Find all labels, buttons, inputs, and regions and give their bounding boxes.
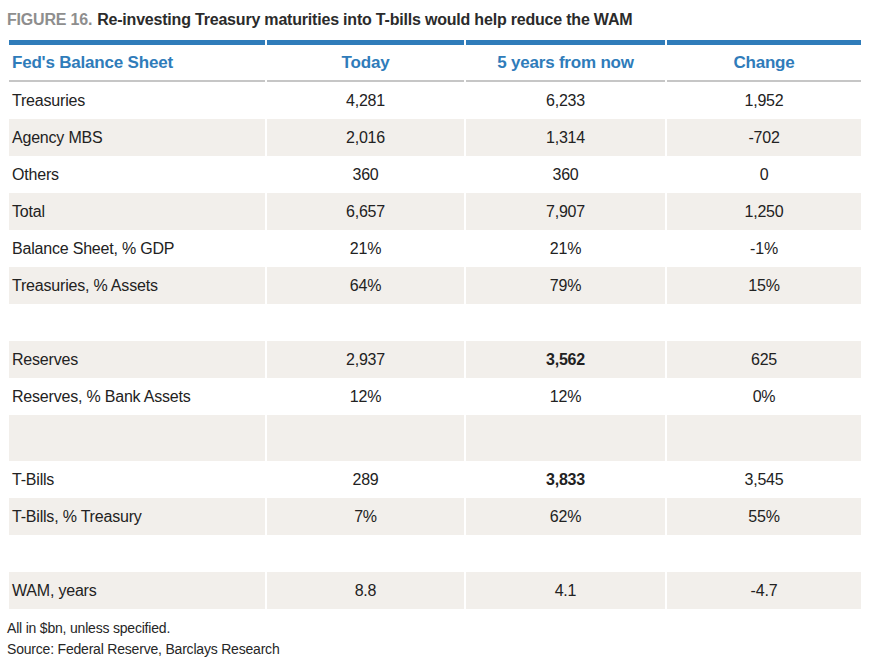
row-label: Reserves bbox=[9, 341, 265, 378]
change-value: 625 bbox=[667, 341, 861, 378]
future-value: 7,907 bbox=[466, 193, 665, 230]
today-value bbox=[267, 415, 464, 461]
future-value: 1,314 bbox=[466, 119, 665, 156]
footnote-units: All in $bn, unless specified. bbox=[7, 618, 867, 639]
future-value: 21% bbox=[466, 230, 665, 267]
table-row: Reserves, % Bank Assets12%12%0% bbox=[9, 378, 861, 415]
balance-sheet-table: Fed's Balance Sheet Today 5 years from n… bbox=[7, 40, 863, 609]
page: FIGURE 16. Re-investing Treasury maturiti… bbox=[0, 0, 874, 660]
future-value: 62% bbox=[466, 498, 665, 535]
future-value bbox=[466, 535, 665, 572]
change-value: -1% bbox=[667, 230, 861, 267]
row-label: Treasuries bbox=[9, 82, 265, 119]
today-value: 2,016 bbox=[267, 119, 464, 156]
row-label bbox=[9, 415, 265, 461]
row-label: Treasuries, % Assets bbox=[9, 267, 265, 304]
table-row: Agency MBS2,0161,314-702 bbox=[9, 119, 861, 156]
today-value: 21% bbox=[267, 230, 464, 267]
figure-number-label: FIGURE 16. bbox=[7, 11, 92, 28]
column-header-feds-balance-sheet: Fed's Balance Sheet bbox=[9, 40, 265, 82]
footnotes: All in $bn, unless specified. Source: Fe… bbox=[7, 618, 867, 660]
change-value: 0 bbox=[667, 156, 861, 193]
future-value: 4.1 bbox=[466, 572, 665, 609]
table-row: Balance Sheet, % GDP21%21%-1% bbox=[9, 230, 861, 267]
change-value bbox=[667, 415, 861, 461]
future-value bbox=[466, 415, 665, 461]
table-row: T-Bills, % Treasury7%62%55% bbox=[9, 498, 861, 535]
today-value bbox=[267, 535, 464, 572]
change-value: 55% bbox=[667, 498, 861, 535]
column-header-5-years-from-now: 5 years from now bbox=[466, 40, 665, 82]
column-header-change: Change bbox=[667, 40, 861, 82]
row-label bbox=[9, 535, 265, 572]
row-label: Total bbox=[9, 193, 265, 230]
change-value bbox=[667, 535, 861, 572]
row-label bbox=[9, 304, 265, 341]
row-label: T-Bills bbox=[9, 461, 265, 498]
row-label: Balance Sheet, % GDP bbox=[9, 230, 265, 267]
table-row: WAM, years8.84.1-4.7 bbox=[9, 572, 861, 609]
row-label: Reserves, % Bank Assets bbox=[9, 378, 265, 415]
table-row: Others3603600 bbox=[9, 156, 861, 193]
change-value: 1,250 bbox=[667, 193, 861, 230]
table-row: Reserves2,9373,562625 bbox=[9, 341, 861, 378]
change-value: -4.7 bbox=[667, 572, 861, 609]
today-value: 360 bbox=[267, 156, 464, 193]
figure-heading: Re-investing Treasury maturities into T-… bbox=[97, 11, 632, 28]
future-value: 6,233 bbox=[466, 82, 665, 119]
change-value: 3,545 bbox=[667, 461, 861, 498]
change-value: -702 bbox=[667, 119, 861, 156]
table-row: Treasuries4,2816,2331,952 bbox=[9, 82, 861, 119]
today-value: 6,657 bbox=[267, 193, 464, 230]
spacer-row bbox=[9, 304, 861, 341]
future-value: 12% bbox=[466, 378, 665, 415]
header-row: Fed's Balance Sheet Today 5 years from n… bbox=[9, 40, 861, 82]
future-value: 79% bbox=[466, 267, 665, 304]
change-value: 0% bbox=[667, 378, 861, 415]
column-header-today: Today bbox=[267, 40, 464, 82]
today-value: 12% bbox=[267, 378, 464, 415]
today-value bbox=[267, 304, 464, 341]
today-value: 7% bbox=[267, 498, 464, 535]
change-value bbox=[667, 304, 861, 341]
row-label: Others bbox=[9, 156, 265, 193]
table-body: Treasuries4,2816,2331,952Agency MBS2,016… bbox=[9, 82, 861, 609]
table-row: Total6,6577,9071,250 bbox=[9, 193, 861, 230]
future-value: 3,833 bbox=[466, 461, 665, 498]
today-value: 2,937 bbox=[267, 341, 464, 378]
footnote-source: Source: Federal Reserve, Barclays Resear… bbox=[7, 639, 867, 660]
today-value: 289 bbox=[267, 461, 464, 498]
change-value: 1,952 bbox=[667, 82, 861, 119]
row-label: Agency MBS bbox=[9, 119, 265, 156]
today-value: 64% bbox=[267, 267, 464, 304]
row-label: WAM, years bbox=[9, 572, 265, 609]
table-row: T-Bills2893,8333,545 bbox=[9, 461, 861, 498]
change-value: 15% bbox=[667, 267, 861, 304]
future-value: 3,562 bbox=[466, 341, 665, 378]
today-value: 8.8 bbox=[267, 572, 464, 609]
row-label: T-Bills, % Treasury bbox=[9, 498, 265, 535]
future-value: 360 bbox=[466, 156, 665, 193]
future-value bbox=[466, 304, 665, 341]
spacer-row bbox=[9, 415, 861, 461]
figure-title: FIGURE 16. Re-investing Treasury maturiti… bbox=[7, 10, 867, 30]
table-row: Treasuries, % Assets64%79%15% bbox=[9, 267, 861, 304]
spacer-row bbox=[9, 535, 861, 572]
today-value: 4,281 bbox=[267, 82, 464, 119]
